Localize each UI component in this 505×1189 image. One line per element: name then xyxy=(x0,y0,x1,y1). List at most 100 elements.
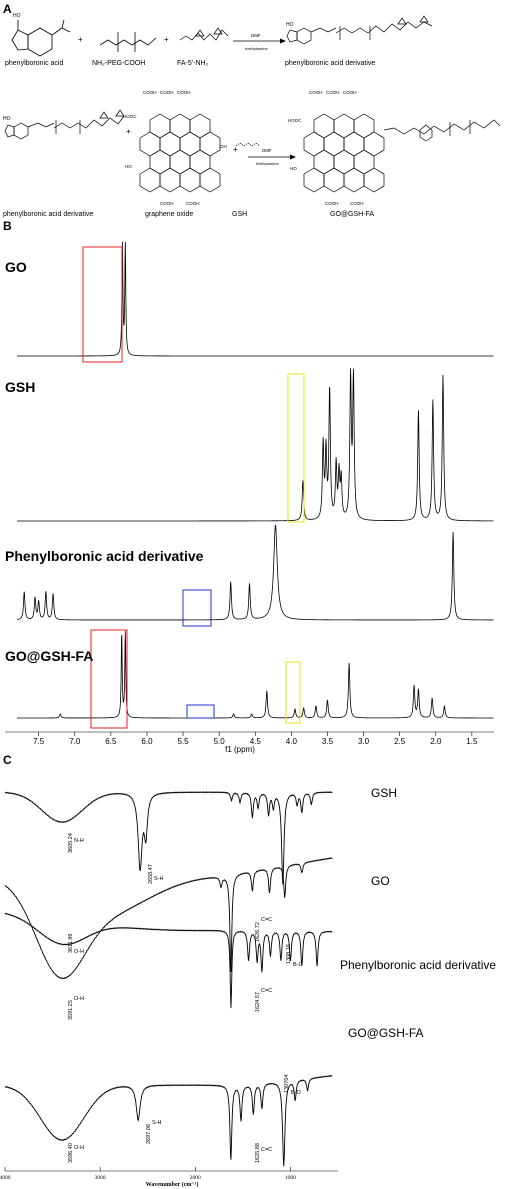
oh-label-1: OH xyxy=(220,144,227,149)
ann-go-cc-val: 1626.72 xyxy=(255,922,261,942)
peg-structure xyxy=(99,32,157,52)
ann-gg-sh-val: 2697.08 xyxy=(146,1124,152,1144)
pba-derivative-structure-2 xyxy=(4,109,125,140)
ftir-annotations: 3605.24 N-H 2658.47 S-H 3611.89 O-H 1626… xyxy=(68,833,304,1163)
ann-pba-cc-val: 1624.57 xyxy=(255,992,261,1012)
ftir-legend-gsh: GSH xyxy=(371,786,397,800)
highlight-gogshfa-yellow xyxy=(285,661,301,724)
phenylboronic-acid-label: phenylboronic acid xyxy=(5,60,63,67)
ann-gg-cc-val: 1625.88 xyxy=(255,1143,261,1163)
ftir-trace-gsh xyxy=(4,791,333,885)
cooh-label-3: COOH xyxy=(177,90,191,95)
ho-label-3: HO xyxy=(3,116,11,122)
nmr-tick-label: 4.0 xyxy=(286,737,298,746)
phenylboronic-acid-structure xyxy=(11,19,71,57)
gsh-label: GSH xyxy=(232,211,247,218)
highlight-gogshfa-blue xyxy=(186,704,215,719)
ann-go-cc: C=C xyxy=(261,917,272,923)
pba-derivative-label-1: phenylboronic acid derivative xyxy=(285,60,375,67)
cooh-label-9: COOH xyxy=(325,201,339,206)
dmf-label-1: DMF xyxy=(251,33,261,38)
graphene-oxide-label: graphene oxide xyxy=(145,211,193,218)
nmr-tick-label: 5.0 xyxy=(214,737,226,746)
ho-label-5: HO xyxy=(290,166,297,171)
nmr-tick-label: 3.0 xyxy=(358,737,370,746)
cooh-label-1: COOH xyxy=(143,90,157,95)
ftir-tick-label: 2000 xyxy=(190,1175,201,1181)
go-gsh-fa-label: GO@GSH-FA xyxy=(330,211,374,218)
cooh-label-8: COOH xyxy=(343,90,357,95)
ann-gsh-sh: S-H xyxy=(154,876,164,882)
fa-structure xyxy=(179,27,229,41)
tea-label-1: triethylamine xyxy=(245,46,268,51)
panel-b-label: B xyxy=(3,219,12,233)
dmf-label-2: DMF xyxy=(262,148,272,153)
graphene-oxide-structure xyxy=(139,113,221,193)
cooh-label-2: COOH xyxy=(160,90,174,95)
nmr-tick-label: 2.5 xyxy=(394,737,406,746)
ho-label: HO xyxy=(13,13,21,19)
ftir-trace-go xyxy=(4,857,333,980)
ftir-trace-pba xyxy=(4,912,333,1009)
ann-gsh-nh-val: 3605.24 xyxy=(68,833,74,853)
nmr-trace-gogshfa xyxy=(17,630,494,719)
ann-pba-bo-val: 1308.16 xyxy=(286,944,292,964)
nmr-tick-label: 3.5 xyxy=(322,737,334,746)
fa-label: FA-5'-NH₂ xyxy=(177,60,209,67)
nmr-tick-label: 5.5 xyxy=(177,737,189,746)
ann-gg-bo-val: 130764 xyxy=(284,1075,290,1093)
plus-4: + xyxy=(233,145,238,154)
cooh-label-4: COOH xyxy=(160,201,174,206)
ann-gg-bo: B-O xyxy=(291,1090,302,1096)
tea-label-2: triethylamine xyxy=(256,161,279,166)
highlight-gogshfa-red xyxy=(90,629,128,729)
nmr-trace-go xyxy=(17,241,494,357)
ann-pba-oh-val: 3591.25 xyxy=(68,1000,74,1020)
nmr-xlabel: f1 (ppm) xyxy=(225,745,255,754)
nmr-panel: 7.5 7.0 6.5 6.0 5.5 5.0 4.5 4.0 3.5 3.0 2.5 2.0 1.5 xyxy=(16,241,494,746)
ftir-tick-label: 3000 xyxy=(95,1175,106,1181)
hooc-label-2: HOOC xyxy=(288,118,302,123)
ftir-panel: 4000 3000 2000 1000 xyxy=(0,791,333,1181)
ann-gg-oh: O-H xyxy=(74,1145,84,1151)
pba-derivative-label-2: phenylboronic acid derivative xyxy=(3,211,93,218)
nmr-label-gogshfa: GO@GSH-FA xyxy=(5,648,93,664)
nmr-tick-label: 4.5 xyxy=(250,737,262,746)
ann-pba-cc: C=C xyxy=(261,988,272,994)
ann-gsh-sh-val: 2658.47 xyxy=(148,864,154,884)
hooc-label-1: HOOC xyxy=(123,114,137,119)
pba-derivative-structure-1 xyxy=(286,15,433,45)
ann-go-oh: O-H xyxy=(74,949,84,955)
ftir-legend-pba: Phenylboronic acid derivative xyxy=(340,958,496,972)
ftir-tick-label: 4000 xyxy=(0,1175,11,1181)
panel-a-label: A xyxy=(3,2,12,16)
nmr-tick-label: 6.0 xyxy=(141,737,153,746)
ann-gg-oh-val: 3596.40 xyxy=(68,1143,74,1163)
nmr-label-go: GO xyxy=(5,259,27,275)
ftir-legend-gogshfa: GO@GSH-FA xyxy=(348,1026,424,1040)
cooh-label-6: COOH xyxy=(309,90,323,95)
cooh-label-5: COOH xyxy=(186,201,200,206)
highlight-pba-blue xyxy=(182,589,212,627)
ann-go-oh-val: 3611.89 xyxy=(68,934,74,953)
plus-1: + xyxy=(78,35,83,44)
ftir-legend-go: GO xyxy=(371,874,390,888)
highlight-gsh-yellow xyxy=(287,373,305,523)
gsh-structure xyxy=(235,142,261,147)
nmr-trace-gsh xyxy=(17,368,494,522)
highlight-go-red xyxy=(82,246,123,363)
nmr-tick-label: 7.0 xyxy=(69,737,81,746)
cooh-label-10: COOH xyxy=(350,201,364,206)
ann-pba-bo: B-O xyxy=(293,962,304,968)
plus-2: + xyxy=(164,35,169,44)
plus-3: + xyxy=(126,127,131,136)
cooh-label-7: COOH xyxy=(326,90,340,95)
nmr-label-gsh: GSH xyxy=(5,379,35,395)
panel-c-label: C xyxy=(3,753,12,767)
ftir-tick-label: 1000 xyxy=(285,1175,296,1181)
ftir-trace-gogshfa xyxy=(4,1075,333,1167)
nmr-tick-label: 1.5 xyxy=(466,737,478,746)
nmr-tick-label: 2.0 xyxy=(430,737,442,746)
go-gsh-fa-structure xyxy=(303,113,501,193)
